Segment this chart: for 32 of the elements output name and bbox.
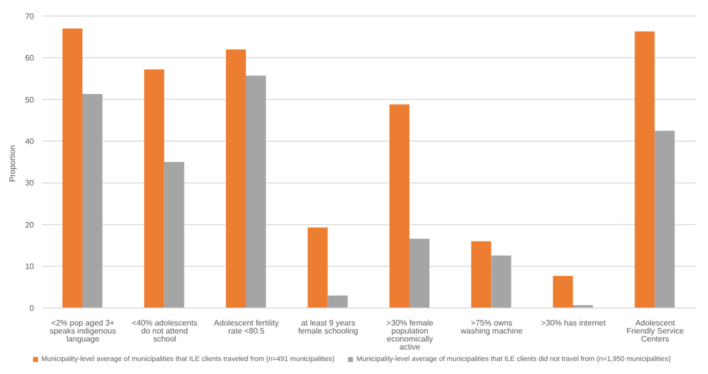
- bar: [144, 69, 164, 308]
- x-tick-label: >75% owns washing machine: [460, 318, 524, 336]
- bar: [82, 94, 102, 308]
- y-tick-label: 50: [25, 95, 35, 104]
- bar: [62, 28, 82, 308]
- x-tick-label: <40% adolescents do not attend school: [132, 318, 198, 344]
- bar: [389, 104, 410, 308]
- x-tick-label: Adolescent fertility rate <80.5: [214, 318, 279, 336]
- x-tick-label: <2% pop aged 3+ speaks indigenous language: [50, 318, 116, 344]
- x-tick-label: >30% female population economically active: [386, 318, 434, 352]
- x-tick-label: >30% has internet: [541, 318, 607, 328]
- bar: [634, 31, 655, 308]
- bar: [164, 162, 184, 308]
- y-tick-label: 70: [25, 12, 35, 21]
- y-axis-title: Proportion: [8, 145, 17, 182]
- y-tick-label: 60: [25, 54, 35, 63]
- y-tick-label: 10: [25, 262, 35, 272]
- bar: [246, 76, 266, 308]
- bar: [409, 238, 430, 308]
- y-tick-label: 40: [25, 136, 35, 146]
- bar: [328, 295, 348, 308]
- y-tick-label: 20: [25, 220, 35, 230]
- bar: [308, 227, 328, 308]
- bar: [654, 130, 675, 308]
- x-tick-label: at least 9 years female schooling: [298, 318, 358, 336]
- bar: [471, 241, 492, 308]
- y-tick-label: 0: [30, 304, 35, 313]
- bar: [226, 49, 246, 308]
- bar: [491, 255, 512, 308]
- y-tick-label: 30: [25, 178, 35, 188]
- x-tick-label: Adolescent Friendly Service Centers: [626, 318, 684, 344]
- bar: [552, 276, 573, 308]
